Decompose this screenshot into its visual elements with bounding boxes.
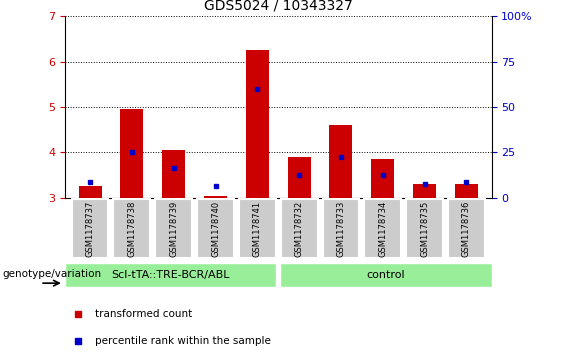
Bar bbox=[79, 187, 102, 198]
Text: GSM1178733: GSM1178733 bbox=[337, 200, 345, 257]
Bar bbox=[65, 263, 276, 287]
Text: GSM1178740: GSM1178740 bbox=[211, 201, 220, 257]
Bar bbox=[364, 199, 401, 258]
Title: GDS5024 / 10343327: GDS5024 / 10343327 bbox=[204, 0, 353, 12]
Text: GSM1178735: GSM1178735 bbox=[420, 201, 429, 257]
Text: GSM1178741: GSM1178741 bbox=[253, 201, 262, 257]
Text: GSM1178734: GSM1178734 bbox=[379, 201, 388, 257]
Text: GSM1178736: GSM1178736 bbox=[462, 200, 471, 257]
Bar bbox=[114, 199, 150, 258]
Text: percentile rank within the sample: percentile rank within the sample bbox=[95, 336, 271, 346]
Bar bbox=[72, 199, 108, 258]
Bar bbox=[281, 199, 318, 258]
Bar bbox=[197, 199, 234, 258]
Bar bbox=[371, 159, 394, 198]
Bar bbox=[288, 157, 311, 198]
Text: GSM1178737: GSM1178737 bbox=[85, 200, 94, 257]
Bar bbox=[455, 184, 478, 198]
Bar bbox=[246, 50, 269, 198]
Text: genotype/variation: genotype/variation bbox=[3, 269, 102, 279]
Text: transformed count: transformed count bbox=[95, 309, 192, 319]
Text: Scl-tTA::TRE-BCR/ABL: Scl-tTA::TRE-BCR/ABL bbox=[111, 270, 230, 280]
Bar bbox=[413, 184, 436, 198]
Bar bbox=[155, 199, 192, 258]
Text: GSM1178732: GSM1178732 bbox=[295, 201, 303, 257]
Bar bbox=[204, 196, 227, 198]
Text: control: control bbox=[367, 270, 405, 280]
Bar bbox=[448, 199, 485, 258]
Bar bbox=[323, 199, 359, 258]
Text: GSM1178739: GSM1178739 bbox=[169, 201, 178, 257]
Bar bbox=[406, 199, 443, 258]
Bar bbox=[120, 109, 144, 198]
Text: GSM1178738: GSM1178738 bbox=[127, 200, 136, 257]
Bar bbox=[162, 150, 185, 198]
Bar bbox=[280, 263, 492, 287]
Bar bbox=[329, 125, 353, 198]
Bar bbox=[239, 199, 276, 258]
